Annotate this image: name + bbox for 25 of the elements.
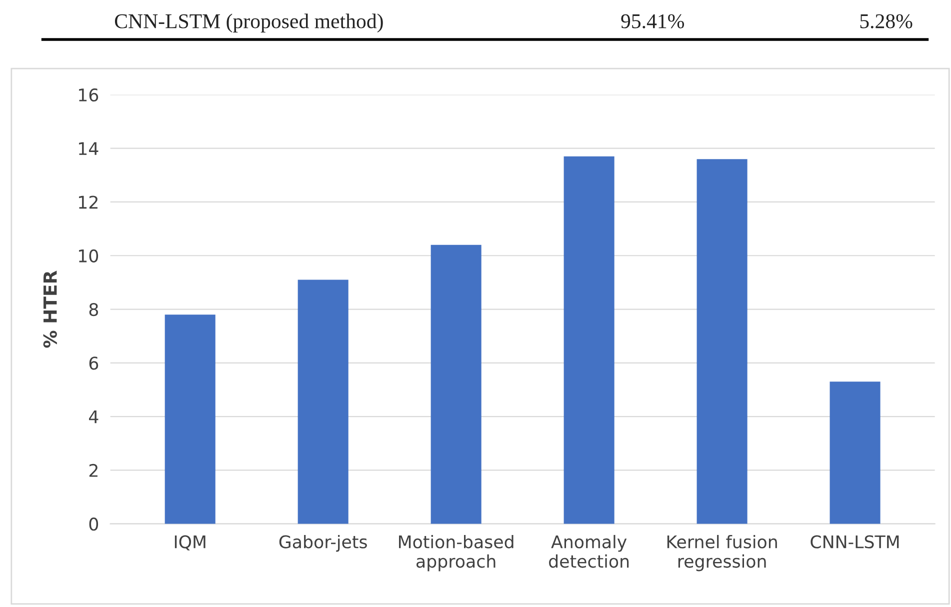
bar [696, 159, 748, 524]
y-tick-label: 16 [79, 88, 98, 102]
x-tick-label: IQM [174, 535, 206, 550]
y-tick-label: 6 [89, 356, 98, 370]
bar [430, 244, 482, 524]
text: CNN-LSTM (proposed method) [114, 14, 383, 33]
x-tick-label: Gabor-jets [279, 534, 367, 552]
bar [564, 156, 614, 524]
y-tick-label: 10 [79, 249, 98, 262]
y-tick-label: 14 [79, 142, 98, 155]
text: 5.28% [860, 14, 912, 28]
y-tick-label: 12 [79, 196, 98, 209]
y-tick-label: 2 [89, 464, 98, 477]
y-tick-label: 8 [89, 302, 98, 316]
text: 95.41% [621, 14, 684, 28]
y-tick-label: 0 [89, 518, 98, 531]
x-tick-label: Motion-based approach [399, 534, 514, 572]
x-tick-label: CNN-LSTM [810, 535, 899, 548]
x-tick-label: Kernel fusion regression [667, 534, 777, 572]
bar [164, 314, 216, 524]
y-tick-label: 4 [89, 410, 98, 424]
bar [298, 280, 348, 524]
bar [830, 382, 880, 524]
y-axis-title: % HTER [43, 270, 57, 348]
x-tick-label: Anomaly detection [549, 534, 629, 568]
